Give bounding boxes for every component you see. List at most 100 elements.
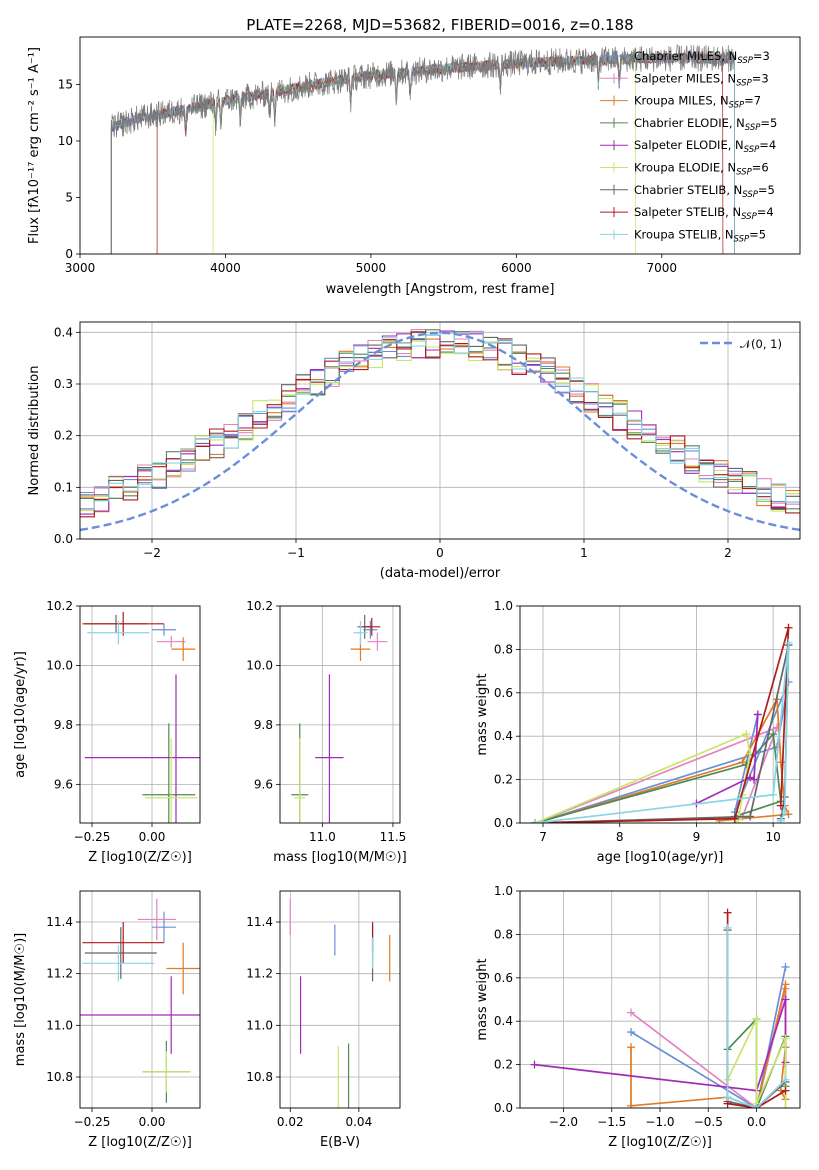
weight_vs_Z-series-0-marker-0 [627, 1028, 636, 1037]
mass_vs_ebv-frame [279, 890, 401, 1109]
weight_vs_Z-ytick-label-5: 1.0 [494, 884, 513, 898]
age_vs_Z-ytick-label-3: 10.2 [46, 599, 73, 613]
weight_vs_age-xtick-label-0: 7 [539, 830, 547, 844]
spectrum-legend-entry-2: Kroupa MILES, NSSP=7 [600, 94, 761, 111]
weight_vs_Z-plot-area [530, 908, 790, 1108]
weight_vs_age-series-8-marker-0 [531, 819, 540, 823]
mass_vs_Z-point-4 [80, 976, 200, 1054]
mass_vs_ebv-panel: 0.02 0.04 10.8 11.0 11.2 11.4 E(B-V) [246, 890, 401, 1150]
weight_vs_Z-series-5 [726, 1018, 787, 1108]
age_vs_Z-xlabel: Z [log10(Z/Z☉)] [88, 850, 192, 865]
weight_vs_age-series-7-marker-1 [730, 814, 739, 823]
age_vs_mass-point-1 [367, 632, 388, 651]
spectrum-panel: 3000 4000 5000 6000 7000 0 5 10 15 Chabrier MILES… [27, 36, 801, 297]
age_vs_Z-point-1 [156, 635, 186, 648]
residuals-ytick-label-3: 0.3 [54, 377, 73, 391]
age_vs_mass-xtick-label-0: 11.0 [309, 830, 336, 844]
mass_vs_ebv-xtick-label-1: 0.04 [345, 1115, 372, 1129]
mass_vs_Z-panel: −0.25 0.00 10.8 11.0 11.2 11.4 Z [log10(Z/Z☉)]… [13, 890, 201, 1150]
legend-label: Salpeter ELODIE, NSSP=4 [634, 138, 776, 155]
spectrum-xtick-label-2: 5000 [356, 261, 387, 275]
mass_vs_Z-point-5 [142, 1051, 191, 1093]
weight_vs_Z-series-8-marker-3 [781, 1075, 790, 1084]
weight_vs_age-series-3 [535, 732, 782, 823]
age_vs_mass-ytick-label-1: 9.8 [254, 718, 273, 732]
mass_vs_ebv-plot-area [289, 898, 391, 1108]
spectrum-ytick-label-3: 15 [58, 77, 73, 91]
residuals-ytick-label-0: 0.0 [54, 532, 73, 546]
residuals-ytick-label-1: 0.1 [54, 480, 73, 494]
spectrum-legend-entry-7: Salpeter STELIB, NSSP=4 [600, 205, 774, 222]
weight_vs_Z-series-4-marker-2 [781, 995, 790, 1004]
age_vs_mass-ytick-label-3: 10.2 [246, 599, 273, 613]
weight_vs_age-series-7-marker-3 [776, 801, 785, 810]
weight_vs_age-ytick-label-3: 0.6 [494, 686, 513, 700]
age_vs_mass-frame [279, 605, 401, 824]
weight_vs_Z-xtick-label-1: −1.5 [597, 1115, 626, 1129]
legend-label: Kroupa ELODIE, NSSP=6 [634, 161, 769, 178]
legend-label: Kroupa STELIB, NSSP=5 [634, 227, 766, 244]
weight_vs_age-series-4 [696, 714, 759, 805]
weight_vs_Z-series-4-marker-0 [530, 1060, 539, 1069]
mass_vs_Z-ytick-label-1: 11.0 [46, 1018, 73, 1032]
residuals-xtick-label-2: 0 [436, 546, 444, 560]
weight_vs_age-series-8-marker-2 [784, 638, 793, 647]
spectrum-legend-entry-1: Salpeter MILES, NSSP=3 [600, 71, 769, 88]
weight_vs_Z-series-2-marker-0 [627, 1043, 636, 1052]
weight_vs_age-series-4-marker-3 [753, 710, 762, 719]
residuals-ylabel: Normed distribution [27, 366, 42, 496]
age_vs_mass-point-8 [353, 620, 368, 645]
age_vs_Z-ylabel: age [log10(age/yr)] [13, 651, 28, 778]
spectrum-ytick-label-2: 10 [58, 134, 73, 148]
weight_vs_age-series-5-marker-1 [742, 730, 751, 739]
weight_vs_age-series-5 [534, 732, 751, 823]
mass_vs_Z-frame [79, 890, 201, 1109]
weight_vs_Z-series-5-marker-4 [781, 1104, 790, 1108]
weight_vs_Z-series-1-marker-0 [627, 1008, 636, 1017]
weight_vs_age-ylabel: mass weight [475, 673, 490, 755]
weight_vs_age-series-4-marker-2 [749, 775, 758, 784]
age_vs_Z-xtick-label-0: −0.25 [74, 830, 111, 844]
weight_vs_age-series-7 [535, 627, 790, 823]
spectrum-xtick-label-1: 4000 [210, 261, 241, 275]
weight_vs_Z-panel: −2.0 −1.5 −1.0 −0.5 0.0 0.0 0.2 0.4 0.6 0.8 1.0 Z [… [475, 884, 801, 1150]
spectrum-plot-area [110, 44, 735, 254]
age_vs_Z-point-8 [87, 620, 150, 645]
age_vs_Z-ytick-label-0: 9.6 [54, 777, 73, 791]
legend-label: Salpeter STELIB, NSSP=4 [634, 205, 774, 222]
weight_vs_Z-series-0-marker-2 [781, 962, 790, 971]
weight_vs_age-series-8-marker-3 [780, 808, 789, 817]
weight_vs_Z-ytick-label-0: 0.0 [494, 1101, 513, 1115]
weight_vs_Z-frame [519, 890, 801, 1109]
weight_vs_age-ytick-label-4: 0.8 [494, 642, 513, 656]
weight_vs_Z-ytick-label-4: 0.8 [494, 927, 513, 941]
residuals-frame [79, 321, 801, 540]
weight_vs_Z-xtick-label-4: 0.0 [747, 1115, 766, 1129]
weight_vs_age-ytick-label-1: 0.2 [494, 773, 513, 787]
age_vs_Z-point-3 [142, 723, 196, 823]
weight_vs_Z-series-5-marker-3 [781, 1034, 790, 1043]
weight_vs_age-xlabel: age [log10(age/yr)] [597, 850, 724, 865]
residuals-xtick-label-0: −2 [143, 546, 161, 560]
mass_vs_Z-xlabel: Z [log10(Z/Z☉)] [88, 1135, 192, 1150]
weight_vs_Z-series-4 [534, 999, 787, 1092]
mass_vs_Z-plot-area [80, 898, 200, 1103]
weight_vs_age-ytick-label-2: 0.4 [494, 729, 513, 743]
age_vs_Z-point-2 [171, 637, 196, 661]
weight_vs_age-series-7-marker-2 [784, 623, 793, 632]
mass_vs_Z-point-2 [166, 942, 200, 995]
residuals-panel: −2 −1 0 1 2 0.0 0.1 0.2 0.3 0.4 𝒩(0, 1) (data-model… [27, 321, 801, 581]
weight_vs_age-plot-area [531, 623, 793, 823]
spectrum-xlabel: wavelength [Angstrom, rest frame] [326, 282, 555, 297]
weight_vs_Z-series-0 [630, 966, 787, 1108]
legend-label: Chabrier MILES, NSSP=3 [634, 49, 770, 66]
spectrum-data-line [110, 44, 735, 254]
weight_vs_Z-series-8 [726, 927, 787, 1108]
residuals-xlabel: (data-model)/error [380, 566, 501, 581]
age_vs_mass-panel: 11.0 11.5 9.6 9.8 10.0 10.2 mass [log10(M/M☉)] [246, 599, 406, 865]
age_vs_Z-xtick-label-1: 0.00 [139, 830, 166, 844]
age_vs_mass-ytick-label-0: 9.6 [254, 777, 273, 791]
weight_vs_Z-ytick-label-1: 0.2 [494, 1058, 513, 1072]
spectrum-legend-entry-3: Chabrier ELODIE, NSSP=5 [600, 116, 777, 133]
